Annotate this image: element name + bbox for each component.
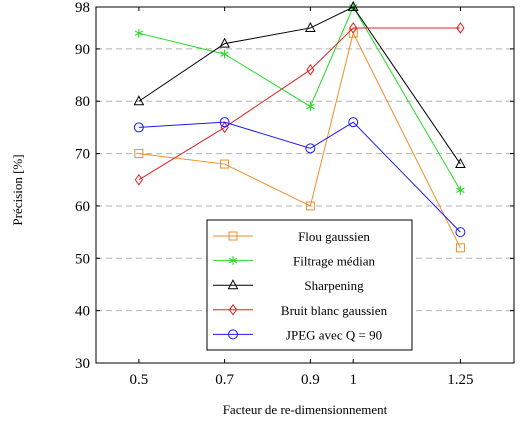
series-4 <box>133 117 466 238</box>
series-2 <box>133 0 466 169</box>
data-point <box>305 21 316 32</box>
data-point <box>219 37 230 48</box>
data-point <box>455 157 466 169</box>
legend-entry: Bruit blanc gaussien <box>213 303 388 318</box>
data-point-stroke <box>220 51 229 57</box>
data-point <box>305 201 315 211</box>
plot-frame <box>95 6 515 364</box>
y-ticks: 30 40 50 60 70 80 90 98 <box>75 0 514 372</box>
legend-marker <box>228 303 238 316</box>
legend-marker <box>228 231 238 241</box>
legend-entry: JPEG avec Q = 90 <box>213 327 382 342</box>
data-point <box>133 95 145 106</box>
series-3 <box>134 22 465 186</box>
series-line <box>138 5 461 191</box>
legend-marker <box>228 329 238 340</box>
data-point <box>348 28 358 38</box>
y-tick-label: 40 <box>75 304 90 320</box>
data-point <box>219 117 230 128</box>
y-tick-label: 98 <box>75 0 90 16</box>
legend-marker <box>228 256 238 266</box>
series-line <box>138 121 461 233</box>
data-point <box>456 185 465 195</box>
series-line <box>138 6 461 165</box>
x-tick-label: 0.5 <box>129 372 148 388</box>
legend-entry: Filtrage médian <box>213 254 375 269</box>
y-axis-label: Précision [%] <box>10 154 25 225</box>
series-0 <box>134 28 465 253</box>
data-point <box>348 117 359 128</box>
legend-label: JPEG avec Q = 90 <box>286 327 382 342</box>
y-tick-label: 90 <box>75 42 90 58</box>
legend-label: Sharpening <box>304 278 364 293</box>
data-point <box>456 22 465 34</box>
data-point-stroke <box>456 187 465 193</box>
series-layer <box>133 0 466 253</box>
data-point <box>134 28 144 38</box>
legend-label: Flou gaussien <box>298 229 370 244</box>
data-point <box>455 227 466 238</box>
data-point <box>305 143 316 154</box>
y-tick-label: 70 <box>75 147 90 163</box>
legend-entry: Sharpening <box>213 278 364 293</box>
data-point <box>133 122 144 133</box>
y-tick-label: 50 <box>75 251 90 267</box>
series-line <box>138 27 461 181</box>
data-point-stroke <box>134 30 144 36</box>
data-point <box>306 63 315 76</box>
legend-marker <box>227 279 239 290</box>
data-point <box>455 243 465 253</box>
legend: Flou gaussien Filtrage médian Sharpening Br… <box>206 219 413 351</box>
legend-label: Filtrage médian <box>293 254 375 269</box>
legend-label: Bruit blanc gaussien <box>281 303 388 318</box>
y-tick-label: 60 <box>75 199 90 215</box>
x-tick-label: 1.25 <box>447 372 473 388</box>
data-point <box>220 159 230 169</box>
x-axis-label: Facteur de re-dimensionnement <box>223 402 388 417</box>
x-tick-label: 0.9 <box>301 372 320 388</box>
series-1 <box>134 2 465 195</box>
x-tick-label: 1 <box>349 372 357 388</box>
x-tick-label: 0.7 <box>215 372 234 388</box>
data-point <box>220 49 229 59</box>
legend-entry: Flou gaussien <box>213 229 370 244</box>
data-point <box>134 173 143 186</box>
series-line <box>138 31 461 249</box>
data-point <box>134 149 144 159</box>
legend-marker-stroke <box>228 257 238 264</box>
y-tick-label: 30 <box>75 356 90 372</box>
y-tick-label: 80 <box>75 94 90 110</box>
x-ticks: 0.5 0.7 0.9 1 1.25 <box>129 7 474 388</box>
data-point <box>306 101 315 111</box>
data-point-stroke <box>306 103 315 110</box>
data-point <box>349 22 358 34</box>
